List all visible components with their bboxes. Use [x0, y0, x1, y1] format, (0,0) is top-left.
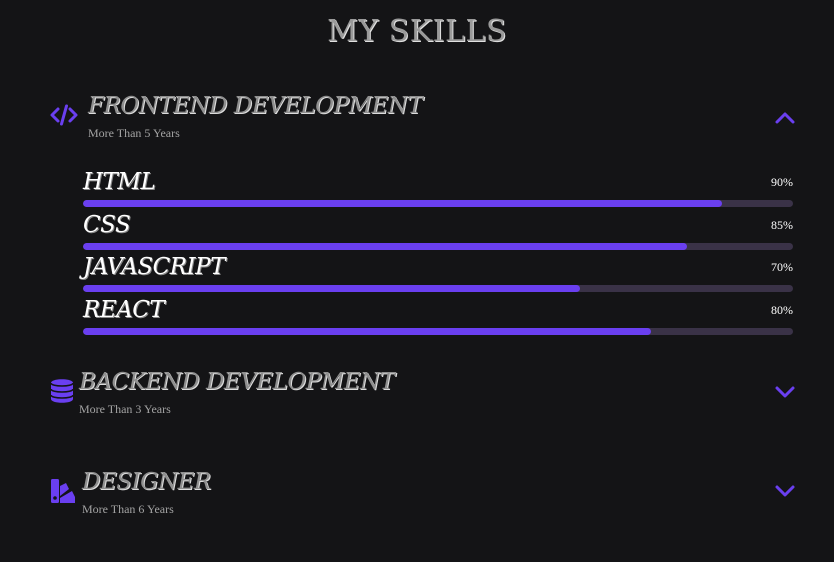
- section-subtitle: More Than 3 Years: [79, 402, 171, 416]
- progress-fill: [83, 243, 687, 250]
- chevron-down-icon[interactable]: [773, 483, 797, 499]
- progress-track: [83, 243, 793, 250]
- chevron-up-icon[interactable]: [773, 110, 797, 126]
- skill-name: CSS: [83, 212, 131, 238]
- skill-percent: 70%: [771, 260, 793, 274]
- section-subtitle: More Than 5 Years: [88, 126, 180, 140]
- skill-percent: 80%: [771, 303, 793, 317]
- progress-fill: [83, 328, 651, 335]
- skill-css: CSS 85%: [83, 212, 793, 252]
- section-title: FRONTEND DEVELOPMENT: [88, 93, 423, 119]
- section-subtitle: More Than 6 Years: [82, 502, 174, 516]
- progress-fill: [83, 200, 722, 207]
- skill-percent: 90%: [771, 175, 793, 189]
- chevron-down-icon[interactable]: [773, 384, 797, 400]
- skill-name: HTML: [83, 169, 156, 195]
- skill-name: JAVASCRIPT: [83, 254, 225, 280]
- page-title: MY SKILLS: [327, 14, 507, 49]
- progress-track: [83, 285, 793, 292]
- skill-react: REACT 80%: [83, 297, 793, 337]
- progress-fill: [83, 285, 580, 292]
- section-title: DESIGNER: [82, 469, 211, 495]
- skill-javascript: JAVASCRIPT 70%: [83, 254, 793, 294]
- code-icon: [50, 104, 78, 126]
- section-title: BACKEND DEVELOPMENT: [79, 369, 395, 395]
- progress-track: [83, 200, 793, 207]
- skill-html: HTML 90%: [83, 169, 793, 209]
- swatches-icon: [51, 479, 75, 503]
- skill-name: REACT: [83, 297, 165, 323]
- skill-percent: 85%: [771, 218, 793, 232]
- progress-track: [83, 328, 793, 335]
- database-icon: [50, 379, 74, 403]
